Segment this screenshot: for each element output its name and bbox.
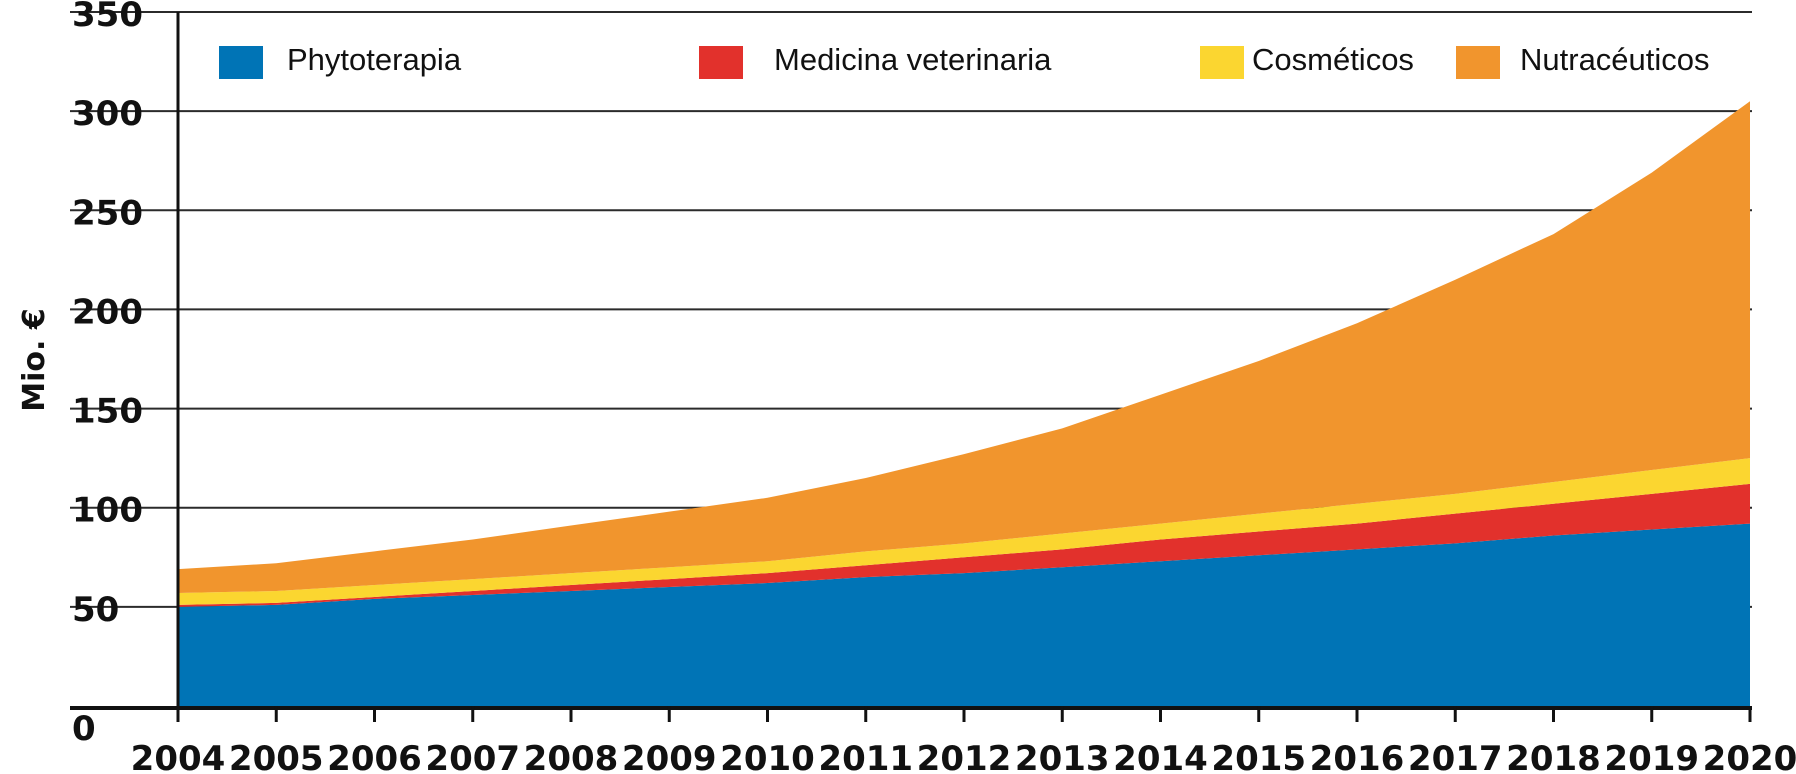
x-tick-label: 2014 — [1113, 739, 1208, 774]
area-phytoterapia — [178, 523, 1750, 706]
x-tick-label: 2018 — [1506, 739, 1601, 774]
y-tick-label: 100 — [72, 491, 143, 531]
x-tick-label: 2006 — [327, 739, 422, 774]
y-tick-labels: 0 50 100 150 200 250 300 350 — [72, 0, 143, 749]
area-series — [178, 101, 1750, 706]
x-tick-label: 2017 — [1408, 739, 1503, 774]
y-tick-label: 0 — [72, 709, 96, 749]
gridlines — [70, 11, 1752, 608]
x-tick-label: 2012 — [917, 739, 1012, 774]
x-tick-label: 2009 — [622, 739, 717, 774]
y-tick-label: 50 — [72, 590, 119, 630]
x-tick-labels: 2004 2005 2006 2007 2008 2009 2010 2011 2012 2013… — [131, 706, 1796, 774]
y-tick-label: 250 — [72, 193, 143, 233]
area-nutrac-uticos — [178, 101, 1750, 593]
x-tick-label: 2013 — [1015, 739, 1110, 774]
x-tick-label: 2007 — [425, 739, 520, 774]
x-tick-label: 2015 — [1211, 739, 1306, 774]
legend-swatch-nutrac-uticos — [1456, 46, 1500, 79]
y-axis-label: Mio. € — [17, 308, 52, 411]
y-tick-label: 200 — [72, 292, 143, 332]
x-tick-label: 2019 — [1604, 739, 1699, 774]
y-tick-label: 300 — [72, 94, 143, 134]
legend-swatch-medicina-veterinaria — [699, 46, 743, 79]
legend: Phytoterapia Medicina veterinaria Cosmétic… — [219, 42, 1710, 79]
x-tick-label: 2016 — [1310, 739, 1405, 774]
x-tick-label: 2004 — [131, 739, 226, 774]
legend-label-cosm-ticos: Cosméticos — [1252, 42, 1414, 77]
y-tick-label: 350 — [72, 0, 143, 35]
area-cosm-ticos — [178, 458, 1750, 605]
x-tick-label: 2011 — [818, 739, 913, 774]
legend-label-medicina-veterinaria: Medicina veterinaria — [774, 42, 1052, 77]
x-tick-label: 2020 — [1703, 739, 1796, 774]
axes — [70, 12, 1752, 710]
x-tick-label: 2010 — [720, 739, 815, 774]
x-tick-label: 2008 — [524, 739, 619, 774]
legend-swatch-phytoterapia — [219, 46, 263, 79]
legend-swatch-cosm-ticos — [1200, 46, 1244, 79]
x-tick-label: 2005 — [229, 739, 324, 774]
legend-label-phytoterapia: Phytoterapia — [287, 42, 462, 77]
legend-label-nutrac-uticos: Nutracéuticos — [1520, 42, 1710, 77]
y-tick-label: 150 — [72, 392, 143, 432]
